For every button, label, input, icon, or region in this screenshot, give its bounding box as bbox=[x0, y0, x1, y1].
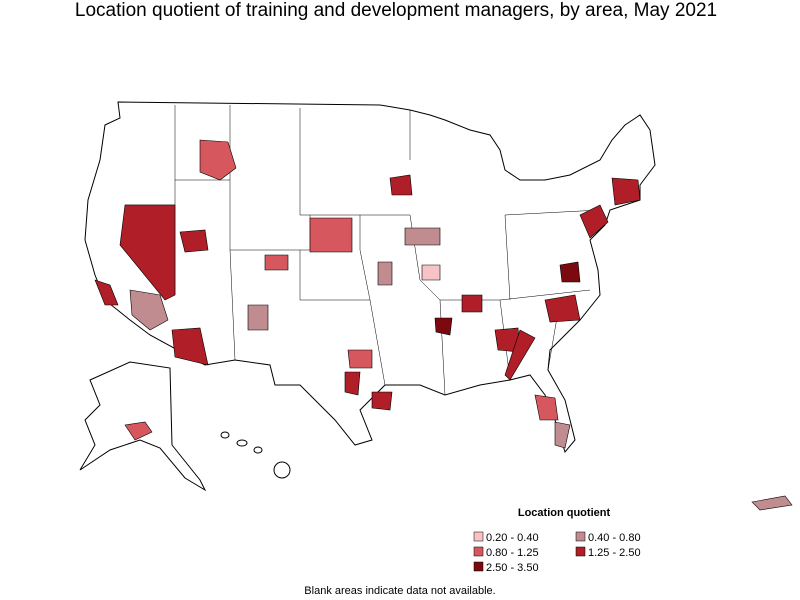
area bbox=[124, 421, 153, 441]
area bbox=[347, 349, 373, 369]
map bbox=[79, 101, 793, 511]
area bbox=[344, 371, 361, 396]
legend-swatch bbox=[575, 546, 586, 557]
area bbox=[377, 261, 393, 286]
area bbox=[371, 391, 393, 411]
legend-swatch bbox=[575, 531, 586, 542]
area bbox=[504, 329, 536, 381]
area bbox=[179, 229, 209, 253]
legend-items: 0.20 - 0.40 0.40 - 0.80 0.80 - 1.25 1.25 - … bbox=[473, 531, 641, 574]
area bbox=[171, 327, 209, 366]
title: Location quotient of training and develo… bbox=[75, 0, 717, 21]
area bbox=[309, 217, 353, 253]
area bbox=[199, 139, 237, 181]
areas bbox=[94, 139, 641, 449]
area bbox=[559, 261, 581, 283]
area bbox=[554, 421, 571, 449]
area bbox=[544, 294, 581, 323]
area bbox=[579, 204, 609, 239]
area bbox=[461, 294, 483, 313]
legend-label: 0.20 - 0.40 bbox=[486, 532, 539, 544]
puerto-rico bbox=[751, 495, 793, 511]
area bbox=[264, 254, 289, 271]
legend-swatch bbox=[473, 546, 484, 557]
area bbox=[404, 227, 441, 246]
area bbox=[611, 177, 641, 206]
legend: Location quotient 0.20 - 0.40 0.40 - 0.80… bbox=[473, 507, 641, 574]
note: Blank areas indicate data not available. bbox=[304, 585, 495, 597]
legend-swatch bbox=[473, 531, 484, 542]
legend-title: Location quotient bbox=[518, 507, 611, 519]
legend-label: 0.80 - 1.25 bbox=[486, 547, 539, 559]
area bbox=[534, 394, 559, 421]
hawaii bbox=[220, 431, 291, 479]
legend-label: 0.40 - 0.80 bbox=[588, 532, 641, 544]
legend-label: 1.25 - 2.50 bbox=[588, 547, 641, 559]
area bbox=[421, 264, 441, 281]
area bbox=[94, 279, 119, 306]
legend-label: 2.50 - 3.50 bbox=[486, 562, 539, 574]
area bbox=[247, 304, 269, 331]
area bbox=[389, 174, 413, 196]
area bbox=[434, 317, 453, 336]
area bbox=[119, 204, 176, 301]
legend-swatch bbox=[473, 561, 484, 572]
area bbox=[129, 289, 169, 331]
